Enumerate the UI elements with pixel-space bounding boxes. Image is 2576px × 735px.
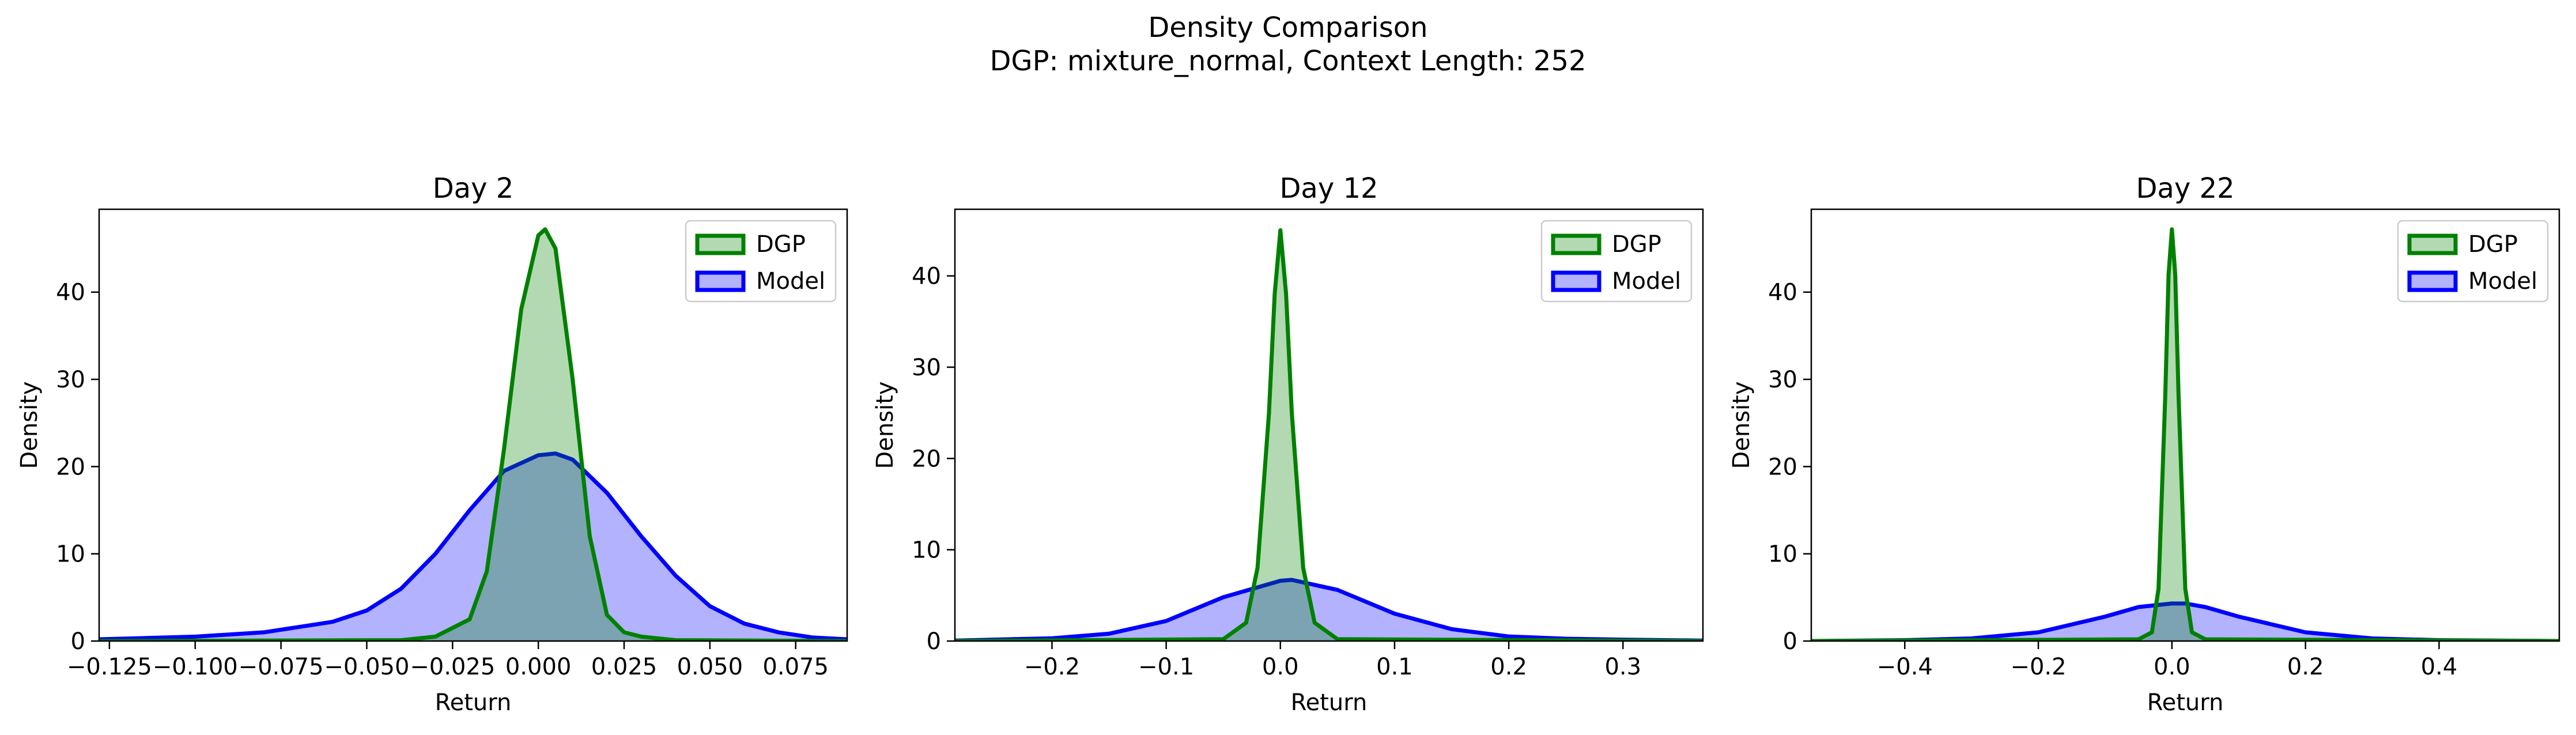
x-tick-label: 0.0: [1262, 654, 1299, 680]
series-line-dgp: [99, 227, 847, 641]
x-tick-label: −0.075: [239, 654, 324, 680]
legend-label-dgp: DGP: [756, 231, 806, 258]
series-line-model: [99, 451, 847, 641]
legend-swatch-bg: [697, 273, 743, 290]
series-line-dgp: [955, 228, 1703, 641]
x-axis-label: Return: [2147, 689, 2224, 716]
x-tick-label: 0.1: [1376, 654, 1413, 680]
legend-label-model: Model: [756, 268, 825, 295]
panel-1: −0.125 −0.100 −0.075 −0.050 −0.025 0.000 0.025…: [16, 172, 848, 716]
legend-label-dgp: DGP: [1612, 231, 1661, 258]
legend-label-model: Model: [1612, 268, 1681, 295]
legend: DGP Model: [685, 220, 837, 303]
y-tick-label: 10: [1768, 541, 1797, 568]
x-tick-label: −0.2: [2010, 654, 2066, 680]
x-axis-label: Return: [1291, 689, 1368, 716]
panel-3: −0.4 −0.2 0.0 0.2 0.4 0 10 20 30 40 Day 22 Return De…: [1728, 172, 2560, 716]
y-tick-label: 20: [912, 446, 941, 472]
series-line-model: [1811, 601, 2559, 641]
legend-swatch-bg: [2409, 236, 2456, 253]
x-tick-label: −0.100: [153, 654, 238, 680]
axes-frame: [954, 208, 1704, 642]
panels: −0.125 −0.100 −0.075 −0.050 −0.025 0.000 0.025…: [16, 172, 2560, 716]
series-area-model: [99, 453, 847, 641]
legend-swatch-bg: [2409, 273, 2456, 290]
x-tick-label: −0.125: [67, 654, 152, 680]
y-tick-label: 30: [1768, 367, 1797, 393]
panel-2: −0.2 −0.1 0.0 0.1 0.2 0.3 0 10 20 30 40 Day 12 Retur…: [872, 172, 1704, 716]
legend: DGP Model: [1540, 220, 1693, 303]
y-axis-label: Density: [1728, 381, 1755, 469]
y-tick-label: 0: [927, 628, 941, 655]
x-tick-label: 0.0: [2154, 654, 2190, 680]
legend-swatch-model: [695, 270, 746, 292]
legend-swatch-dgp: [1551, 233, 1601, 255]
y-tick-label: 10: [56, 541, 85, 568]
axes-frame: [1810, 208, 2560, 642]
x-tick-label: −0.1: [1138, 654, 1194, 680]
y-tick-label: 40: [1768, 280, 1797, 306]
panel-title: Day 2: [433, 172, 514, 205]
y-tick-label: 30: [912, 355, 941, 381]
series-area-model: [1811, 603, 2559, 641]
legend: DGP Model: [2397, 220, 2549, 303]
figure-subtitle: DGP: mixture_normal, Context Length: 252: [989, 45, 1586, 77]
x-tick-label: −0.025: [410, 654, 495, 680]
x-axis-label: Return: [435, 689, 512, 716]
legend-label-dgp: DGP: [2468, 231, 2518, 258]
legend-label-model: Model: [2468, 268, 2537, 295]
y-tick-label: 0: [71, 628, 85, 655]
x-tick-label: 0.000: [505, 654, 572, 680]
x-tick-label: 0.075: [762, 654, 829, 680]
x-tick-label: 0.3: [1604, 654, 1641, 680]
x-tick-label: −0.4: [1877, 654, 1933, 680]
panel-title: Day 12: [1279, 172, 1378, 205]
panel-title: Day 22: [2136, 172, 2234, 205]
axes-frame: [98, 208, 848, 642]
series-area-model: [955, 579, 1703, 641]
y-tick-label: 30: [56, 367, 85, 393]
x-tick-label: 0.025: [591, 654, 658, 680]
x-tick-label: 0.2: [1490, 654, 1527, 680]
legend-swatch-bg: [1553, 236, 1599, 253]
x-tick-label: 0.2: [2287, 654, 2324, 680]
y-tick-label: 10: [912, 537, 941, 564]
x-tick-label: 0.050: [677, 654, 743, 680]
y-tick-label: 20: [56, 454, 85, 480]
legend-swatch-bg: [697, 236, 743, 253]
legend-swatch-bg: [1553, 273, 1599, 290]
legend-swatch-dgp: [695, 233, 746, 255]
legend-swatch-model: [1551, 270, 1601, 292]
x-tick-label: −0.050: [324, 654, 409, 680]
figure-title: Density Comparison: [1148, 12, 1427, 44]
y-tick-label: 40: [912, 263, 941, 290]
x-tick-label: 0.4: [2421, 654, 2458, 680]
y-tick-label: 20: [1768, 454, 1797, 480]
legend-swatch-dgp: [2407, 233, 2458, 255]
series-line-dgp: [1811, 227, 2559, 641]
y-axis-label: Density: [16, 381, 43, 469]
x-tick-label: −0.2: [1024, 654, 1080, 680]
legend-swatch-model: [2407, 270, 2458, 292]
y-tick-label: 40: [56, 280, 85, 306]
y-axis-label: Density: [872, 381, 898, 469]
y-tick-label: 0: [1783, 628, 1797, 655]
